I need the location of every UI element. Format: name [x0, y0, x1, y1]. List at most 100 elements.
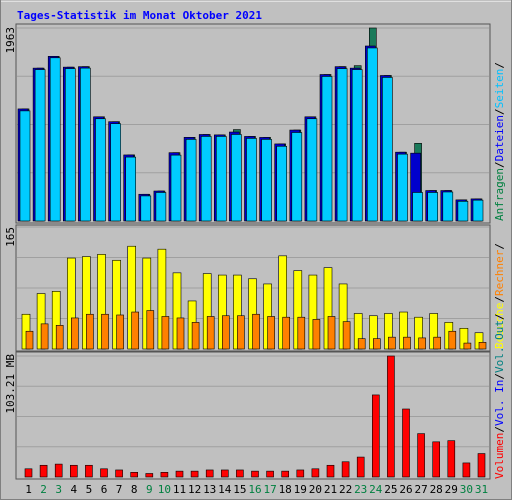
legend-item: Vol. In — [493, 380, 506, 426]
bar-rechner-day-2 — [40, 323, 49, 350]
bar-rechner-day-20 — [312, 319, 321, 350]
xtick-day-23: 23 — [354, 483, 367, 496]
bar-rechner-day-8 — [131, 311, 139, 350]
xtick-day-11: 11 — [173, 483, 186, 496]
bar-rechner-day-3 — [55, 325, 64, 350]
bars — [17, 27, 487, 478]
xtick-day-8: 8 — [131, 483, 138, 496]
bar-seiten-day-21 — [321, 76, 333, 222]
bar-rechner-day-23 — [357, 338, 366, 350]
bar-rechner-day-13 — [206, 316, 215, 350]
bar-rechner-day-25 — [388, 336, 396, 350]
bar-rechner-day-30 — [463, 342, 472, 350]
bar-seiten-day-30 — [457, 201, 469, 222]
bar-volumen-day-25 — [387, 355, 395, 478]
bar-seiten-day-6 — [95, 118, 106, 222]
bar-rechner-day-16 — [252, 313, 260, 350]
bar-seiten-day-7 — [110, 123, 121, 222]
bar-rechner-day-28 — [433, 336, 442, 350]
bar-volumen-day-2 — [39, 464, 48, 478]
bar-volumen-day-18 — [281, 470, 290, 478]
bar-seiten-day-1 — [19, 110, 31, 222]
xtick-day-3: 3 — [55, 483, 62, 496]
bar-volumen-day-29 — [447, 440, 456, 478]
legend-item: / — [493, 161, 506, 168]
bar-seiten-day-28 — [427, 192, 439, 222]
bar-volumen-day-16 — [251, 470, 259, 478]
legend-panel-3: Volumen/Vol. In/Vol. Out/ — [493, 313, 506, 479]
xtick-day-15: 15 — [233, 483, 246, 496]
bar-rechner-day-29 — [448, 330, 457, 350]
bar-seiten-day-22 — [336, 68, 348, 222]
legends: Anfragen/Dateien/Seiten/Besuche/Rechner/… — [493, 62, 506, 479]
bar-seiten-day-3 — [49, 57, 61, 222]
bar-rechner-day-14 — [222, 315, 230, 350]
legend-item: Vol. Out — [493, 320, 506, 373]
xtick-day-10: 10 — [158, 483, 171, 496]
legend-item: Besuche — [493, 303, 506, 349]
bar-volumen-day-8 — [130, 472, 138, 478]
bar-rechner-day-15 — [237, 315, 245, 350]
bar-volumen-day-31 — [477, 453, 486, 478]
xtick-day-4: 4 — [70, 483, 77, 496]
legend-item: Seiten — [493, 69, 506, 109]
bar-seiten-day-23 — [351, 69, 363, 222]
bar-seiten-day-29 — [442, 191, 454, 222]
legend-item: / — [493, 373, 506, 380]
bar-volumen-day-28 — [432, 441, 441, 478]
bar-seiten-day-12 — [185, 139, 197, 222]
bar-seiten-day-8 — [125, 156, 136, 222]
xtick-day-16: 16 — [248, 483, 261, 496]
ylabel-volume: 103.21 MB — [4, 354, 17, 414]
bar-volumen-day-24 — [371, 394, 380, 478]
bar-volumen-day-6 — [100, 468, 108, 478]
legend-item: Rechner — [493, 249, 506, 296]
xtick-day-5: 5 — [86, 483, 93, 496]
bar-volumen-day-14 — [221, 469, 229, 478]
bar-rechner-day-31 — [478, 342, 487, 350]
xtick-day-12: 12 — [188, 483, 201, 496]
bar-seiten-day-5 — [80, 67, 91, 222]
bar-volumen-day-30 — [462, 462, 471, 478]
bar-seiten-day-20 — [306, 118, 318, 222]
bar-rechner-day-1 — [25, 330, 34, 350]
bar-rechner-day-4 — [71, 317, 79, 350]
legend-panel-2: Besuche/Rechner/ — [493, 243, 506, 349]
xtick-day-17: 17 — [263, 483, 276, 496]
bar-seiten-day-17 — [261, 139, 272, 222]
bar-volumen-day-1 — [24, 468, 33, 478]
xtick-day-9: 9 — [146, 483, 153, 496]
bar-volumen-day-27 — [417, 433, 425, 478]
bar-volumen-day-17 — [266, 470, 274, 478]
bar-seiten-day-16 — [246, 138, 257, 222]
x-axis-ticks: 1 2 3 4 5 6 7 8 9 10 11 12 13 14 15 16 17 18 19 20 21 22 23 24 2… — [25, 483, 488, 496]
legend-item: / — [493, 243, 506, 250]
bar-seiten-day-14 — [216, 136, 227, 222]
bar-volumen-day-3 — [54, 463, 63, 478]
bar-rechner-day-22 — [342, 321, 351, 350]
bar-volumen-day-10 — [160, 472, 169, 478]
xtick-day-21: 21 — [324, 483, 337, 496]
bar-volumen-day-20 — [311, 468, 320, 478]
bar-volumen-day-7 — [115, 469, 123, 478]
bar-volumen-day-26 — [402, 408, 410, 478]
xtick-day-25: 25 — [384, 483, 397, 496]
bar-rechner-day-9 — [146, 310, 155, 350]
bar-seiten-day-9 — [140, 195, 152, 222]
xtick-day-22: 22 — [339, 483, 352, 496]
bar-rechner-day-6 — [101, 313, 109, 350]
xtick-day-6: 6 — [101, 483, 108, 496]
bar-volumen-day-19 — [296, 469, 305, 478]
legend-item: / — [493, 426, 506, 433]
bar-rechner-day-17 — [267, 316, 275, 350]
bar-seiten-day-2 — [34, 69, 46, 222]
xtick-day-29: 29 — [445, 483, 458, 496]
bar-rechner-day-27 — [418, 337, 426, 350]
bar-rechner-day-11 — [176, 317, 185, 350]
legend-item: Dateien — [493, 115, 506, 161]
bar-seiten-day-26 — [397, 153, 408, 222]
bar-seiten-day-15 — [231, 134, 242, 222]
bar-volumen-day-4 — [70, 464, 78, 478]
xtick-day-31: 31 — [475, 483, 488, 496]
legend-item: / — [493, 62, 506, 69]
